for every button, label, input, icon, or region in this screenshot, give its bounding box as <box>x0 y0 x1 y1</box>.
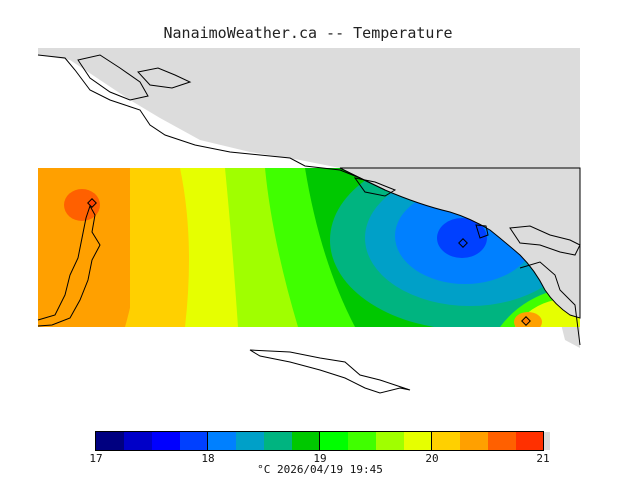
legend-swatch <box>488 432 516 450</box>
legend-tick: 20 <box>425 452 439 465</box>
coastlines <box>37 54 581 394</box>
color-legend <box>95 431 550 451</box>
legend-swatch <box>96 432 124 450</box>
legend-nodata-swatch <box>544 432 550 450</box>
legend-swatch <box>152 432 180 450</box>
legend-swatch <box>460 432 488 450</box>
legend-swatch <box>376 432 404 450</box>
legend-tick: 17 <box>89 452 103 465</box>
legend-tick: 18 <box>201 452 215 465</box>
legend-swatch <box>292 432 320 450</box>
temperature-field <box>38 168 580 327</box>
legend-swatch <box>320 432 348 450</box>
legend-swatch <box>264 432 292 450</box>
legend-swatch <box>236 432 264 450</box>
station-marker <box>521 316 531 326</box>
legend-swatch <box>516 432 544 450</box>
units-timestamp: °C 2026/04/19 19:45 <box>257 463 383 476</box>
legend-swatch <box>208 432 236 450</box>
legend-swatch <box>180 432 208 450</box>
legend-tick: 19 <box>313 452 327 465</box>
land-area <box>38 48 580 348</box>
legend-swatch <box>404 432 432 450</box>
coast-land <box>339 167 581 319</box>
legend-tick: 21 <box>536 452 550 465</box>
station-marker <box>458 238 468 248</box>
legend-swatch <box>124 432 152 450</box>
legend-swatch <box>432 432 460 450</box>
station-marker <box>87 198 97 208</box>
map-title: NanaimoWeather.ca -- Temperature <box>163 24 453 42</box>
legend-swatch <box>348 432 376 450</box>
